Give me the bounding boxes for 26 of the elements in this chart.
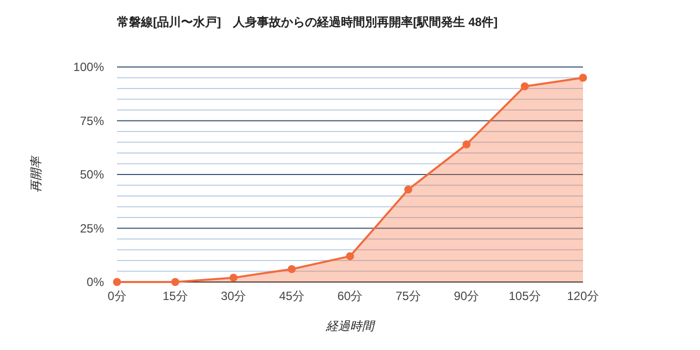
x-tick-label: 30分 xyxy=(220,289,246,303)
x-tick-label: 15分 xyxy=(162,289,188,303)
x-tick-label: 75分 xyxy=(396,289,421,303)
point xyxy=(288,265,296,274)
x-tick-label: 105分 xyxy=(508,289,541,303)
point xyxy=(171,278,180,286)
x-tick-label: 45分 xyxy=(279,289,304,303)
y-tick-label: 0% xyxy=(86,275,104,289)
y-tick-label: 50% xyxy=(80,168,104,182)
y-tick-label: 25% xyxy=(80,221,104,236)
point xyxy=(346,252,354,260)
chart-title: 常磐線[品川〜水戸] 人身事故からの経過時間別再開率[駅間発生 48件] xyxy=(117,15,498,29)
point xyxy=(113,278,121,286)
point xyxy=(520,82,529,90)
point xyxy=(462,140,470,148)
y-tick-label: 75% xyxy=(80,114,104,128)
x-tick-label: 90分 xyxy=(454,289,480,303)
x-tick-label: 0分 xyxy=(108,289,126,303)
y-axis-title: 再開率 xyxy=(29,154,43,192)
x-tick-label: 60分 xyxy=(337,289,363,303)
point xyxy=(404,186,412,194)
point xyxy=(230,274,238,282)
x-axis-title: 経過時間 xyxy=(325,319,376,333)
x-tick-label: 120分 xyxy=(566,289,600,303)
point xyxy=(579,74,587,82)
y-tick-label: 100% xyxy=(73,60,104,74)
